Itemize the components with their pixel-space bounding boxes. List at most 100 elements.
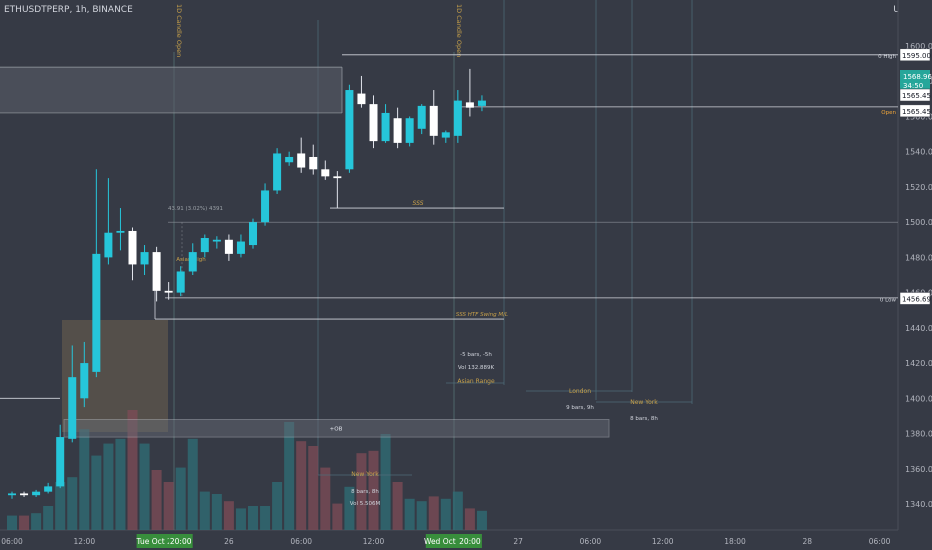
y-tick-label: 1380.00 [905, 430, 932, 439]
candle-open-label: 1D Candle Open [175, 4, 183, 57]
candle-body [405, 118, 414, 143]
candle-body [477, 100, 486, 106]
candle-body [297, 153, 306, 168]
volume-bar [7, 515, 17, 530]
newyork-2-stats: 8 bars, 8h [630, 416, 658, 422]
candle-body [164, 290, 173, 293]
x-tick-label: 06:00 [869, 537, 891, 546]
volume-bar [43, 506, 54, 530]
volume-bar [187, 438, 198, 530]
volume-bar [428, 496, 439, 530]
volume-bar [175, 467, 186, 530]
time-tag [136, 534, 177, 548]
candle-body [417, 105, 426, 129]
volume-bar [91, 455, 102, 530]
candle-body [104, 232, 113, 258]
candle-body [357, 93, 366, 105]
x-tick-label: 06:00 [290, 537, 312, 546]
y-tick-label: 1500.00 [905, 218, 932, 227]
y-tick-label: 1480.00 [905, 253, 932, 262]
volume-bar [380, 434, 391, 530]
countdown-label: 34:50 [903, 82, 923, 90]
candle-body [285, 156, 294, 163]
volume-bar [19, 515, 30, 530]
asian-range-label: Asian Range [457, 378, 495, 385]
y-tick-label: 1420.00 [905, 359, 932, 368]
volume-bar [235, 508, 246, 530]
x-tick-label: 20:00 [170, 537, 192, 546]
x-tick-label: Tue Oct 25 [136, 537, 177, 546]
candle-body [224, 239, 233, 254]
candle-body [249, 222, 257, 246]
london-label: London [569, 388, 591, 395]
candle-body [453, 100, 462, 136]
volume-bar [332, 503, 343, 530]
price-tag [899, 88, 931, 102]
time-tag [457, 534, 482, 548]
current-price-tag [900, 70, 930, 90]
newyork-1-stats-bars: 8 bars, 8h [351, 489, 379, 495]
volume-bar [211, 494, 222, 530]
price-tag-label: 1565.45 [902, 108, 931, 116]
price-tag [899, 104, 931, 118]
y-tick-label: 1340.00 [905, 500, 932, 509]
volume-bar [476, 510, 487, 530]
candle-body [8, 493, 16, 496]
candle-body [236, 241, 245, 254]
volume-bar [67, 477, 78, 530]
volume-bar [248, 506, 258, 530]
candle-open-label: 1D Candle Open [455, 4, 463, 57]
price-tag [899, 292, 931, 305]
volume-bar [368, 450, 379, 530]
volume-bar [320, 467, 331, 530]
candle-body [393, 118, 402, 143]
y-tick-label: 1400.00 [905, 394, 932, 403]
x-tick-label: 27 [513, 537, 523, 546]
x-tick-label: 06:00 [580, 537, 602, 546]
candle-body [321, 169, 330, 177]
asian-range-box [62, 320, 168, 432]
candle-body [92, 253, 101, 372]
y-tick-label: 1360.00 [905, 465, 932, 474]
volume-bar [79, 429, 90, 530]
newyork-1-stats-vol: Vol 5.506M [350, 501, 381, 507]
price-tag-label: 1565.45 [902, 92, 931, 100]
candle-body [212, 239, 221, 242]
x-tick-label: 06:00 [1, 537, 23, 546]
volume-bar [103, 443, 114, 530]
x-tick-label: 12:00 [73, 537, 95, 546]
volume-bar [440, 498, 451, 530]
x-tick-label: Wed Oct 26 [424, 537, 468, 546]
candle-body [345, 90, 354, 170]
candle-body [140, 252, 149, 265]
asian-stats-bars: -5 bars, -5h [460, 352, 492, 358]
candle-body [200, 238, 209, 253]
candle-body [381, 112, 390, 142]
london-stats: 9 bars, 9h [566, 405, 594, 411]
volume-bar [308, 446, 319, 530]
candle-body [441, 132, 450, 138]
candle-body [188, 252, 197, 272]
volume-bar [392, 482, 403, 530]
ob-label: +OB [330, 426, 343, 432]
volume-bar [31, 513, 42, 530]
sss-swing-label: SSS HTF Swing M/L [456, 312, 508, 318]
asian-stats-vol: Vol 132.889K [458, 365, 495, 371]
time-tag [425, 534, 466, 548]
x-tick-label: 28 [803, 537, 813, 546]
measure-label: 43.91 (3.02%) 4391 [168, 206, 223, 212]
candle-body [128, 230, 137, 265]
newyork-1-label: New York [351, 471, 379, 478]
volume-bar [163, 482, 174, 530]
candle-body [261, 190, 270, 223]
price-tag-label: 1456.69 [902, 295, 931, 303]
candle-body [152, 252, 161, 291]
x-tick-label: 26 [224, 537, 234, 546]
x-tick-label: 12:00 [652, 537, 674, 546]
volume-bar [151, 470, 162, 530]
candle-body [273, 153, 282, 191]
candle-body [176, 271, 185, 293]
volume-bar [115, 438, 126, 530]
volume-bar [452, 491, 463, 530]
